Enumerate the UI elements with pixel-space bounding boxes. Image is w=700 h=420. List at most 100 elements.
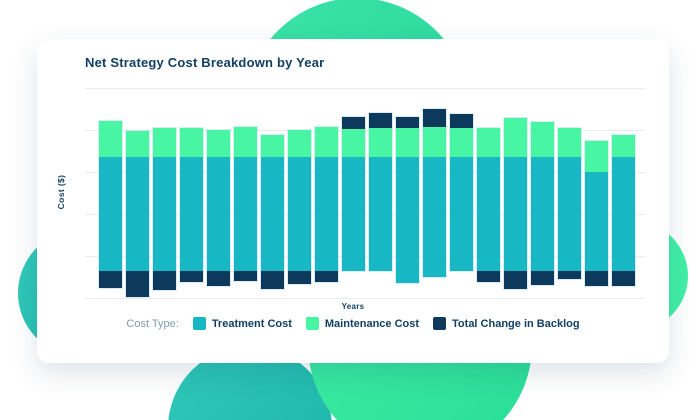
stacked-bar-year-5 — [207, 130, 230, 286]
gridline — [85, 256, 645, 257]
stacked-bar-year-1 — [99, 121, 122, 288]
maintenance-segment — [234, 127, 257, 157]
maintenance-segment — [423, 127, 446, 157]
stacked-bar-year-16 — [504, 118, 527, 289]
backlog-bottom-segment — [315, 271, 338, 282]
legend-swatch-icon — [433, 317, 447, 330]
backlog-top-segment — [423, 109, 446, 127]
treatment-segment — [504, 157, 527, 271]
backlog-bottom-segment — [585, 271, 608, 286]
stacked-bar-year-3 — [153, 128, 176, 290]
maintenance-segment — [126, 131, 149, 157]
maintenance-segment — [477, 128, 500, 157]
stacked-bar-year-17 — [531, 122, 554, 285]
legend-label: Treatment Cost — [211, 317, 292, 330]
stacked-bar-year-10 — [342, 117, 365, 271]
treatment-segment — [477, 157, 500, 271]
treatment-segment — [612, 157, 635, 271]
treatment-segment — [342, 157, 365, 271]
backlog-bottom-segment — [207, 271, 230, 286]
backlog-top-segment — [369, 113, 392, 128]
maintenance-segment — [585, 141, 608, 172]
treatment-segment — [126, 157, 149, 271]
gridline — [85, 172, 645, 173]
backlog-bottom-segment — [612, 271, 635, 286]
chart-gridlines — [85, 88, 645, 303]
chart-title: Net Strategy Cost Breakdown by Year — [85, 55, 325, 70]
backlog-bottom-segment — [153, 271, 176, 290]
legend-swatch-icon — [305, 317, 319, 330]
stacked-bar-year-7 — [261, 135, 284, 289]
treatment-segment — [315, 157, 338, 271]
legend-prefix-label: Cost Type: — [126, 317, 179, 330]
chart-card: Net Strategy Cost Breakdown by Year Cost… — [37, 39, 669, 363]
stacked-bar-year-14 — [450, 114, 473, 271]
stacked-bar-year-13 — [423, 109, 446, 277]
legend-entry-0: Treatment Cost — [192, 317, 292, 330]
backlog-bottom-segment — [126, 271, 149, 297]
stacked-bar-year-11 — [369, 113, 392, 271]
treatment-segment — [558, 157, 581, 271]
gridline — [85, 88, 645, 89]
backlog-bottom-segment — [180, 271, 203, 282]
gridline — [85, 298, 645, 299]
maintenance-segment — [369, 128, 392, 157]
stacked-bar-year-4 — [180, 128, 203, 282]
backlog-bottom-segment — [234, 271, 257, 281]
y-axis-label: Cost ($) — [56, 174, 66, 210]
stacked-bar-year-18 — [558, 128, 581, 279]
treatment-segment — [180, 157, 203, 271]
treatment-segment — [423, 157, 446, 277]
maintenance-segment — [99, 121, 122, 157]
backlog-bottom-segment — [531, 271, 554, 285]
maintenance-segment — [531, 122, 554, 157]
backlog-bottom-segment — [261, 271, 284, 289]
treatment-segment — [153, 157, 176, 271]
treatment-segment — [234, 157, 257, 271]
legend-entry-1: Maintenance Cost — [305, 317, 420, 330]
treatment-segment — [261, 157, 284, 271]
maintenance-segment — [450, 128, 473, 157]
backlog-bottom-segment — [504, 271, 527, 289]
maintenance-segment — [342, 129, 365, 157]
x-axis-label: Years — [341, 302, 365, 311]
chart-legend: Cost Type: Treatment Cost Maintenance Cos… — [37, 317, 669, 330]
maintenance-segment — [207, 130, 230, 157]
maintenance-segment — [315, 127, 338, 157]
stacked-bar-year-19 — [585, 141, 608, 286]
backlog-top-segment — [396, 117, 419, 128]
backlog-bottom-segment — [477, 271, 500, 282]
legend-label: Maintenance Cost — [324, 317, 420, 330]
treatment-segment — [369, 157, 392, 271]
stacked-bar-plot — [95, 88, 640, 303]
maintenance-segment — [504, 118, 527, 157]
treatment-segment — [531, 157, 554, 271]
treatment-segment — [207, 157, 230, 271]
maintenance-segment — [558, 128, 581, 157]
treatment-segment — [396, 157, 419, 283]
maintenance-segment — [261, 135, 284, 157]
treatment-segment — [288, 157, 311, 271]
stacked-bar-year-15 — [477, 128, 500, 282]
stacked-bar-year-20 — [612, 135, 635, 286]
stacked-bar-year-9 — [315, 127, 338, 282]
maintenance-segment — [288, 130, 311, 157]
gridline — [85, 130, 645, 131]
backlog-bottom-segment — [99, 271, 122, 288]
legend-swatch-icon — [192, 317, 206, 330]
maintenance-segment — [153, 128, 176, 157]
legend-entry-2: Total Change in Backlog — [433, 317, 580, 330]
maintenance-segment — [396, 128, 419, 157]
gridline — [85, 214, 645, 215]
stacked-bar-year-2 — [126, 131, 149, 297]
backlog-bottom-segment — [288, 271, 311, 284]
stacked-bar-year-6 — [234, 127, 257, 281]
treatment-segment — [585, 172, 608, 271]
stacked-bar-year-12 — [396, 117, 419, 283]
backlog-bottom-segment — [558, 271, 581, 279]
stacked-bar-year-8 — [288, 130, 311, 284]
maintenance-segment — [612, 135, 635, 157]
treatment-segment — [99, 157, 122, 271]
maintenance-segment — [180, 128, 203, 157]
